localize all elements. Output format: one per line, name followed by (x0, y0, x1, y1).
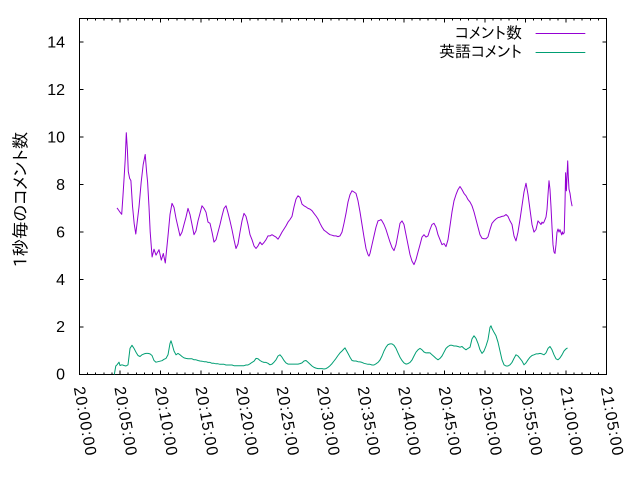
svg-text:0: 0 (56, 367, 65, 384)
svg-text:8: 8 (56, 177, 65, 194)
svg-text:12: 12 (47, 82, 65, 99)
svg-text:14: 14 (47, 34, 65, 51)
svg-text:2: 2 (56, 319, 65, 336)
svg-text:10: 10 (47, 129, 65, 146)
svg-text:4: 4 (56, 272, 65, 289)
svg-text:6: 6 (56, 224, 65, 241)
